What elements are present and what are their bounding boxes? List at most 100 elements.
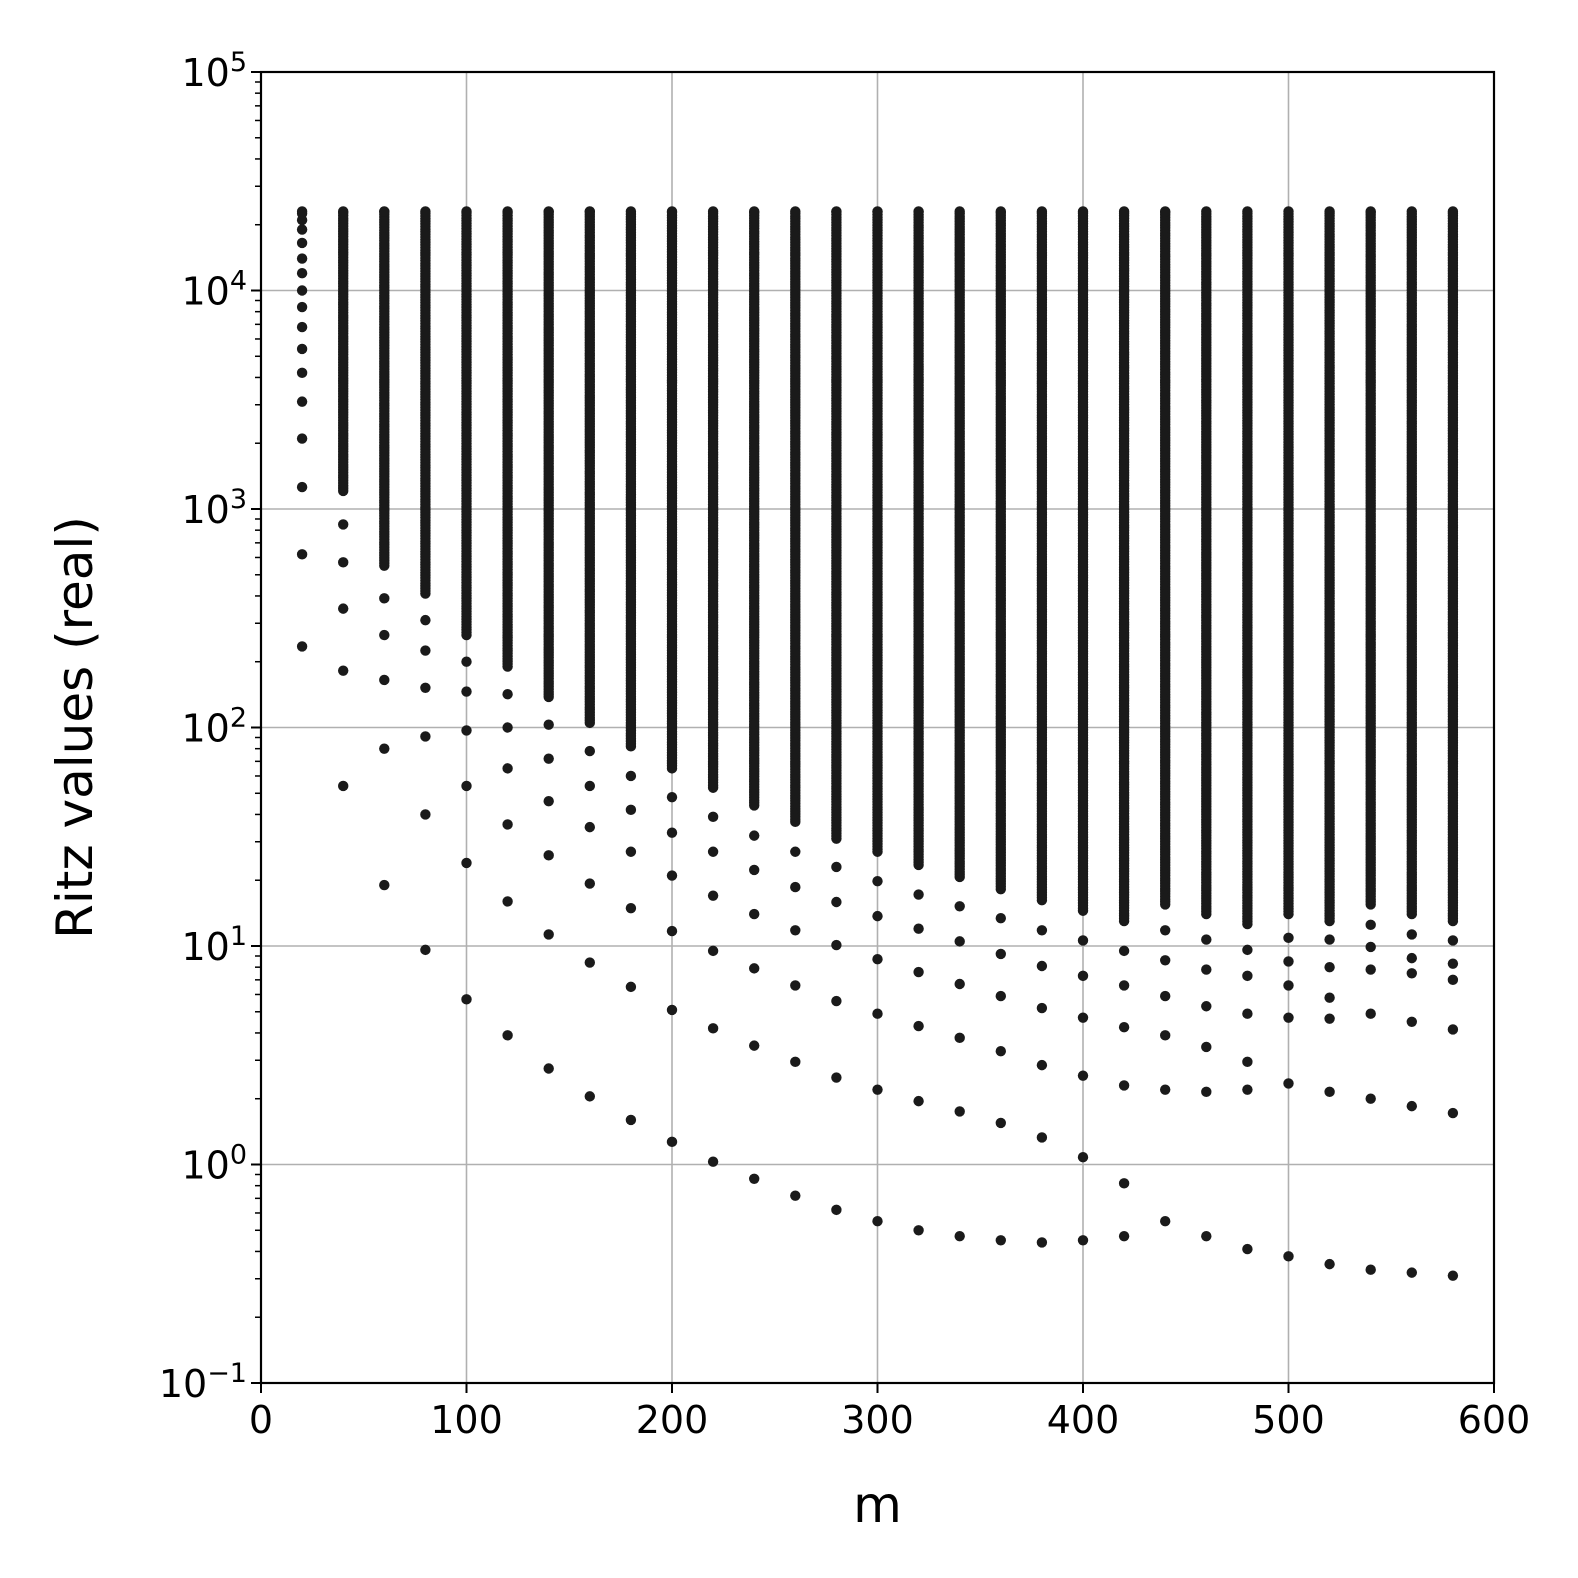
ritz-point bbox=[296, 641, 308, 652]
ritz-point bbox=[913, 1225, 924, 1236]
ritz-point bbox=[666, 1136, 678, 1148]
ritz-point bbox=[954, 901, 965, 912]
ritz-point bbox=[872, 1216, 883, 1227]
ritz-point bbox=[707, 1023, 719, 1034]
ritz-point bbox=[1077, 1070, 1089, 1081]
ritz-point bbox=[461, 857, 472, 869]
ritz-point bbox=[790, 925, 801, 936]
ritz-point bbox=[913, 923, 924, 934]
ritz-point bbox=[995, 1046, 1006, 1057]
ritz-point bbox=[379, 743, 390, 754]
ritz-point bbox=[831, 939, 842, 951]
ritz-point bbox=[666, 925, 678, 937]
ritz-point bbox=[749, 963, 760, 974]
ritz-point bbox=[420, 731, 431, 742]
ritz-point bbox=[338, 780, 349, 792]
ritz-point bbox=[420, 944, 431, 956]
ritz-point bbox=[995, 913, 1006, 924]
ritz-point bbox=[296, 549, 308, 560]
ritz-point bbox=[584, 957, 595, 968]
ritz-point bbox=[543, 929, 554, 940]
ritz-point bbox=[1201, 206, 1212, 217]
ritz-point bbox=[296, 321, 308, 333]
ritz-point bbox=[749, 206, 760, 217]
ritz-point bbox=[954, 936, 965, 947]
ritz-point bbox=[1201, 964, 1212, 975]
ritz-point bbox=[995, 1117, 1006, 1129]
ritz-point bbox=[543, 795, 554, 807]
ritz-point bbox=[707, 811, 719, 823]
ritz-point bbox=[625, 1114, 637, 1126]
ritz-point bbox=[872, 1008, 883, 1019]
ritz-point bbox=[1201, 1001, 1212, 1012]
ritz-point bbox=[296, 481, 308, 493]
ritz-point bbox=[296, 267, 308, 279]
ritz-point bbox=[790, 1056, 801, 1068]
ritz-point bbox=[749, 1040, 760, 1051]
ritz-point bbox=[1242, 944, 1253, 956]
ritz-point bbox=[666, 827, 678, 838]
ritz-point bbox=[831, 1204, 842, 1216]
ritz-point bbox=[502, 689, 513, 700]
ritz-point bbox=[1036, 1132, 1048, 1143]
ritz-point bbox=[379, 593, 390, 604]
ritz-point bbox=[1118, 1021, 1130, 1033]
ritz-point bbox=[1201, 934, 1212, 945]
ritz-point bbox=[1160, 990, 1171, 1002]
ritz-point bbox=[625, 206, 637, 217]
ritz-point bbox=[543, 753, 554, 764]
ritz-point bbox=[666, 791, 678, 803]
ritz-point bbox=[461, 994, 472, 1005]
ritz-point bbox=[1036, 925, 1048, 936]
ritz-point bbox=[831, 1072, 842, 1083]
ritz-point bbox=[379, 674, 390, 686]
ritz-point bbox=[502, 206, 513, 217]
ritz-point bbox=[995, 1235, 1006, 1246]
ritz-point bbox=[584, 878, 595, 889]
ritz-point bbox=[420, 614, 431, 626]
ritz-point bbox=[1242, 970, 1253, 982]
ritz-point bbox=[790, 1190, 801, 1201]
ritz-point bbox=[1077, 970, 1089, 982]
ritz-point bbox=[1160, 955, 1171, 966]
ritz-point bbox=[666, 206, 678, 217]
ritz-point bbox=[1201, 1041, 1212, 1053]
ritz-point bbox=[831, 995, 842, 1007]
ritz-point bbox=[461, 656, 472, 667]
ritz-point bbox=[995, 206, 1006, 217]
ritz-point bbox=[584, 1091, 595, 1102]
ritz-point bbox=[338, 519, 349, 530]
ritz-point bbox=[749, 830, 760, 841]
ritz-point bbox=[707, 945, 719, 957]
ritz-point bbox=[420, 645, 431, 656]
ritz-point bbox=[954, 1230, 965, 1242]
ritz-point bbox=[1077, 1235, 1089, 1246]
ritz-point bbox=[831, 861, 842, 873]
ritz-point bbox=[913, 966, 924, 978]
ritz-point bbox=[461, 725, 472, 736]
ritz-point bbox=[461, 686, 472, 697]
ritz-point bbox=[1242, 1008, 1253, 1019]
ritz-point bbox=[420, 809, 431, 820]
ritz-point bbox=[954, 206, 965, 217]
ritz-point bbox=[872, 875, 883, 887]
ritz-point bbox=[1077, 206, 1089, 217]
ritz-point bbox=[831, 896, 842, 908]
ritz-point bbox=[1077, 1151, 1089, 1163]
ritz-point bbox=[338, 665, 349, 676]
ritz-point bbox=[954, 1032, 965, 1044]
ritz-point bbox=[296, 367, 308, 379]
ritz-point bbox=[1160, 1216, 1171, 1227]
ritz-point bbox=[707, 206, 719, 217]
ritz-point bbox=[790, 206, 801, 217]
ritz-point bbox=[749, 1173, 760, 1185]
ritz-point bbox=[296, 206, 308, 217]
ritz-point bbox=[749, 908, 760, 920]
ritz-point bbox=[625, 846, 637, 857]
ritz-point bbox=[543, 850, 554, 861]
ritz-point bbox=[379, 879, 390, 891]
ritz-point bbox=[296, 285, 308, 296]
ritz-point bbox=[296, 253, 308, 264]
ritz-point bbox=[913, 1020, 924, 1032]
